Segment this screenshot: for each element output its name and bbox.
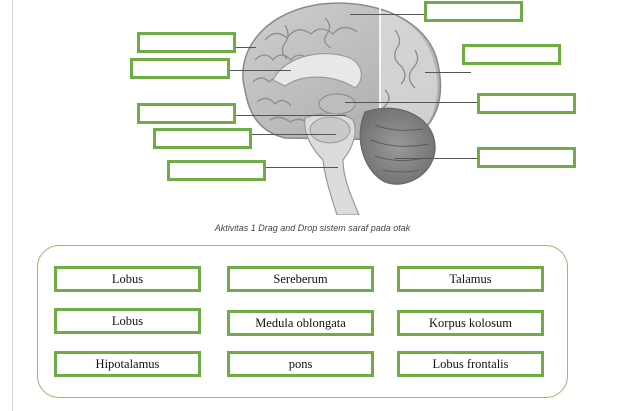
drop-target[interactable] bbox=[153, 128, 252, 149]
page-margin-line bbox=[12, 0, 13, 411]
answer-option[interactable]: Medula oblongata bbox=[227, 310, 374, 336]
leader-line bbox=[236, 47, 256, 48]
brain-cross-section-illustration bbox=[242, 2, 442, 216]
answer-option[interactable]: Korpus kolosum bbox=[397, 310, 544, 336]
leader-line bbox=[395, 158, 477, 159]
drop-target[interactable] bbox=[477, 93, 576, 114]
brain-diagram bbox=[225, 0, 455, 216]
answer-option[interactable]: Lobus bbox=[54, 266, 201, 292]
thalamus-shape bbox=[318, 93, 356, 115]
corpus-callosum-shape bbox=[272, 53, 362, 89]
drop-target[interactable] bbox=[137, 103, 236, 124]
figure-caption: Aktivitas 1 Drag and Drop sistem saraf p… bbox=[214, 223, 411, 233]
leader-line bbox=[425, 72, 471, 73]
answer-option[interactable]: Hipotalamus bbox=[54, 351, 201, 377]
drop-target[interactable] bbox=[424, 1, 523, 22]
drop-target[interactable] bbox=[137, 32, 236, 53]
drop-target[interactable] bbox=[130, 58, 230, 79]
leader-line bbox=[350, 14, 425, 15]
answer-option[interactable]: Talamus bbox=[397, 266, 544, 292]
drop-target[interactable] bbox=[167, 160, 266, 181]
answer-option[interactable]: Lobus bbox=[54, 308, 201, 334]
drop-target[interactable] bbox=[477, 147, 576, 168]
leader-line bbox=[229, 70, 291, 71]
leader-line bbox=[236, 115, 346, 116]
answer-option[interactable]: Sereberum bbox=[227, 266, 374, 292]
leader-line bbox=[266, 167, 338, 168]
answer-option[interactable]: Lobus frontalis bbox=[397, 351, 544, 377]
pons-shape bbox=[309, 116, 351, 144]
leader-line bbox=[345, 102, 477, 103]
leader-line bbox=[252, 134, 336, 135]
answer-option[interactable]: pons bbox=[227, 351, 374, 377]
drop-target[interactable] bbox=[462, 44, 561, 65]
